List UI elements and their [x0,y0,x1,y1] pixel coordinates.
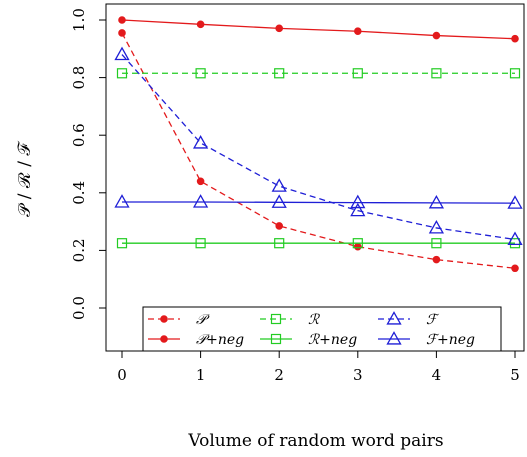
data-point [274,68,285,79]
legend-label: ℱ [426,312,440,328]
legend-label: ℛ+neg [308,332,357,348]
legend-label: ℛ [308,312,320,328]
x-tick-label: 2 [274,366,284,384]
data-point [116,238,128,249]
data-point [354,27,362,36]
legend-item: ℛ+neg [260,332,357,348]
y-tick-label: 0.2 [70,238,88,262]
legend-item: ℛ [260,312,320,328]
data-point [275,24,284,33]
y-tick-label: 0.8 [70,66,88,90]
legend-box [142,306,502,352]
series-2 [116,68,521,79]
series-line [121,19,516,40]
legend-marker [160,335,168,343]
legend-marker [270,333,282,345]
legend-marker [386,331,402,345]
x-axis-label: Volume of random word pairs [187,431,443,451]
series-0 [118,29,519,273]
legend-item: ℱ+neg [378,331,475,348]
legend-item: ℱ [378,311,440,328]
legend-marker [160,315,168,323]
x-tick-label: 5 [510,366,520,384]
data-point [271,194,287,208]
y-ticks: 0.0 0.2 0.4 0.6 0.8 1.0 [70,8,106,320]
data-point [195,68,206,79]
x-tick-label: 3 [353,366,363,384]
legend-item: 𝒫+neg [148,332,244,348]
y-tick-label: 0.0 [70,296,88,320]
data-point [118,16,126,24]
data-point [116,68,128,79]
x-tick-label: 0 [117,366,127,384]
series-3 [116,238,521,249]
series-line [121,54,516,241]
data-point [352,68,363,79]
data-point [507,195,523,209]
data-point [350,202,366,217]
data-point [507,231,523,246]
legend-label: 𝒫+neg [196,332,244,348]
data-point [509,68,521,79]
data-point [114,46,130,61]
y-tick-label: 0.6 [70,123,88,147]
data-point [195,238,206,249]
plot-frame [105,3,525,352]
x-ticks: 0 1 2 3 4 5 [117,351,520,384]
legend-label: ℱ+neg [426,332,475,348]
data-point [271,178,287,192]
data-point [192,135,209,149]
x-tick-label: 1 [196,366,206,384]
data-point [432,255,441,264]
data-point [428,194,445,209]
data-point [428,220,445,234]
series-line [121,32,516,269]
data-point [118,29,126,37]
data-point [509,238,521,249]
data-point [511,264,519,273]
y-tick-label: 1.0 [70,8,88,32]
data-point [196,177,205,186]
data-point [431,68,442,79]
series-5 [114,194,523,209]
series-line [122,201,516,204]
y-tick-label: 0.4 [70,181,88,205]
data-point [196,20,205,29]
legend-marker [386,311,402,325]
data-point [354,242,362,251]
data-point [511,34,519,43]
data-point [192,194,209,208]
x-tick-label: 4 [432,366,442,384]
data-point [274,238,285,249]
y-axis-label: 𝒫 / ℛ / ℱ [15,141,35,217]
data-point [432,31,441,40]
series-layer [114,16,523,273]
series-4 [114,46,523,246]
data-point [275,222,284,230]
data-point [350,194,366,209]
legend-marker [270,313,282,325]
data-point [352,238,363,249]
data-point [114,194,130,208]
data-point [431,238,442,249]
series-1 [118,16,519,43]
